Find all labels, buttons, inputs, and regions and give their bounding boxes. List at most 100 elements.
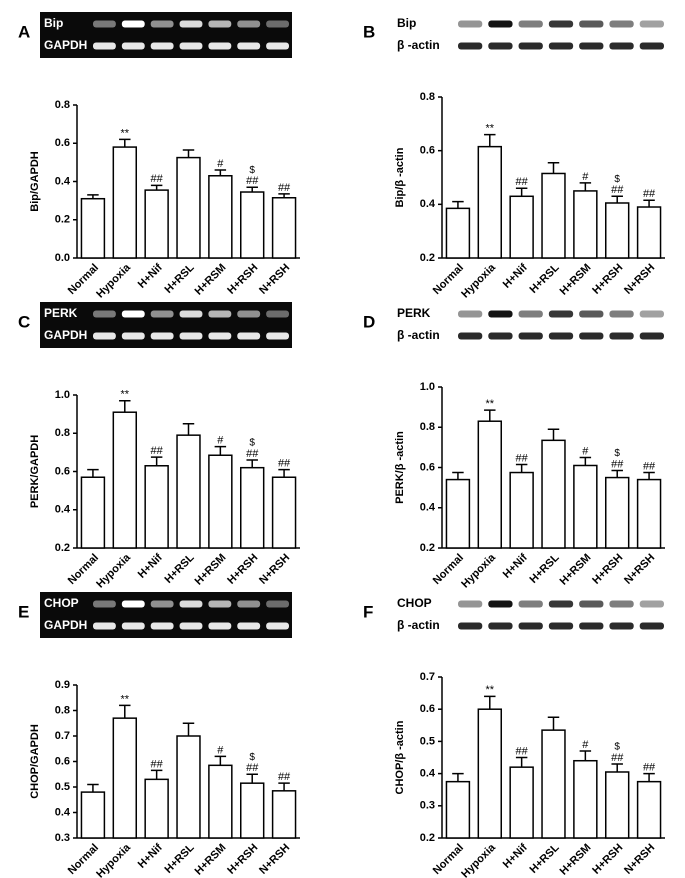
error-bar: [643, 471, 655, 480]
bar: [477, 708, 503, 839]
blot-band: [488, 332, 513, 340]
blot-band: [579, 332, 604, 340]
blot-band: [609, 42, 634, 50]
y-tick-label: 0.6: [55, 465, 70, 477]
error-bar: [611, 469, 623, 478]
blot-band: [458, 332, 483, 340]
bar: [239, 782, 265, 839]
significance-label: $: [249, 165, 255, 176]
significance-label: ##: [246, 175, 259, 187]
error-bar: [246, 186, 258, 193]
error-bar: [579, 456, 592, 466]
error-bar: [150, 769, 163, 780]
significance-label: ##: [611, 184, 624, 196]
significance-label: ##: [151, 173, 164, 185]
blot-band: [93, 20, 116, 28]
significance-label: **: [121, 127, 130, 139]
y-tick-label: 0.4: [55, 806, 71, 818]
x-tick-label: Hypoxia: [94, 261, 133, 300]
bar: [271, 197, 297, 259]
bar: [112, 717, 138, 839]
significance-label: ##: [278, 771, 291, 783]
significance-label: ##: [643, 188, 656, 200]
y-tick-label: 0.2: [420, 542, 435, 554]
blot-band: [579, 622, 604, 630]
blot-label: CHOP: [397, 596, 432, 610]
y-tick-label: 0.4: [420, 768, 436, 780]
y-tick-label: 0.3: [55, 832, 70, 844]
blot-band: [208, 332, 232, 340]
error-bar: [87, 468, 99, 478]
x-tick-label: N+RSH: [622, 262, 657, 297]
bar: [477, 145, 503, 259]
error-bar: [278, 468, 290, 478]
x-tick-label: H+Nif: [501, 551, 530, 580]
bar: [176, 735, 201, 839]
significance-label: ##: [246, 762, 259, 774]
blot-band: [639, 332, 664, 340]
significance-label: **: [486, 398, 495, 410]
y-tick-label: 0.8: [55, 704, 70, 716]
blot-band: [266, 310, 289, 318]
significance-label: ##: [516, 745, 529, 757]
x-tick-label: H+RSM: [558, 262, 594, 298]
error-bar: [150, 456, 163, 466]
blot-band: [121, 332, 145, 340]
bar: [573, 759, 598, 839]
blot-band: [150, 310, 174, 318]
blot-label: GAPDH: [44, 328, 87, 342]
y-tick-label: 0.2: [420, 252, 435, 264]
error-bar: [246, 773, 258, 784]
x-tick-label: H+RSL: [162, 551, 196, 585]
x-tick-label: H+RSM: [193, 842, 229, 878]
blot-label: β -actin: [397, 328, 440, 342]
blot-band: [93, 600, 116, 608]
y-axis-label: PERK/GAPDH: [29, 435, 41, 508]
bar: [80, 476, 106, 549]
error-bar: [484, 409, 496, 422]
blot-band: [518, 332, 543, 340]
y-tick-label: 0.6: [55, 755, 70, 767]
error-bar: [484, 695, 496, 710]
significance-label: $: [614, 174, 620, 185]
x-tick-label: H+RSH: [590, 842, 625, 877]
x-tick-label: H+Nif: [136, 841, 165, 870]
x-tick-label: N+RSH: [622, 842, 657, 877]
y-tick-label: 0.8: [55, 427, 70, 439]
bar: [144, 778, 169, 839]
bar: [239, 466, 265, 549]
bar: [112, 411, 138, 549]
significance-label: ##: [516, 176, 529, 188]
x-tick-label: H+RSH: [225, 262, 260, 297]
blot-band: [266, 600, 289, 608]
y-tick-label: 0.2: [55, 214, 70, 226]
y-tick-label: 0.8: [420, 91, 435, 103]
significance-label: **: [121, 693, 130, 705]
error-bar: [452, 471, 464, 480]
significance-label: $: [249, 752, 255, 763]
y-tick-label: 0.9: [55, 679, 70, 691]
significance-label: **: [121, 389, 130, 401]
y-axis-label: Bip/GAPDH: [29, 151, 41, 212]
blot-band: [93, 622, 116, 630]
blot-band: [266, 20, 289, 28]
panel-letter: A: [18, 22, 30, 41]
error-bar: [87, 194, 99, 199]
y-tick-label: 0.4: [420, 502, 436, 514]
blot-band: [579, 310, 604, 318]
x-tick-label: N+RSH: [257, 552, 292, 587]
bar: [636, 206, 662, 259]
blot-band: [609, 600, 634, 608]
significance-label: ##: [611, 458, 624, 470]
y-tick-label: 0.8: [420, 421, 435, 433]
error-bar: [119, 399, 131, 413]
x-tick-label: H+RSH: [590, 262, 625, 297]
x-tick-label: N+RSH: [622, 552, 657, 587]
significance-label: ##: [151, 445, 164, 457]
blot-band: [93, 42, 116, 50]
x-tick-label: Hypoxia: [459, 551, 498, 590]
significance-label: ##: [643, 460, 656, 472]
blot-band: [579, 42, 604, 50]
significance-label: $: [614, 742, 620, 753]
blot-band: [639, 42, 664, 50]
